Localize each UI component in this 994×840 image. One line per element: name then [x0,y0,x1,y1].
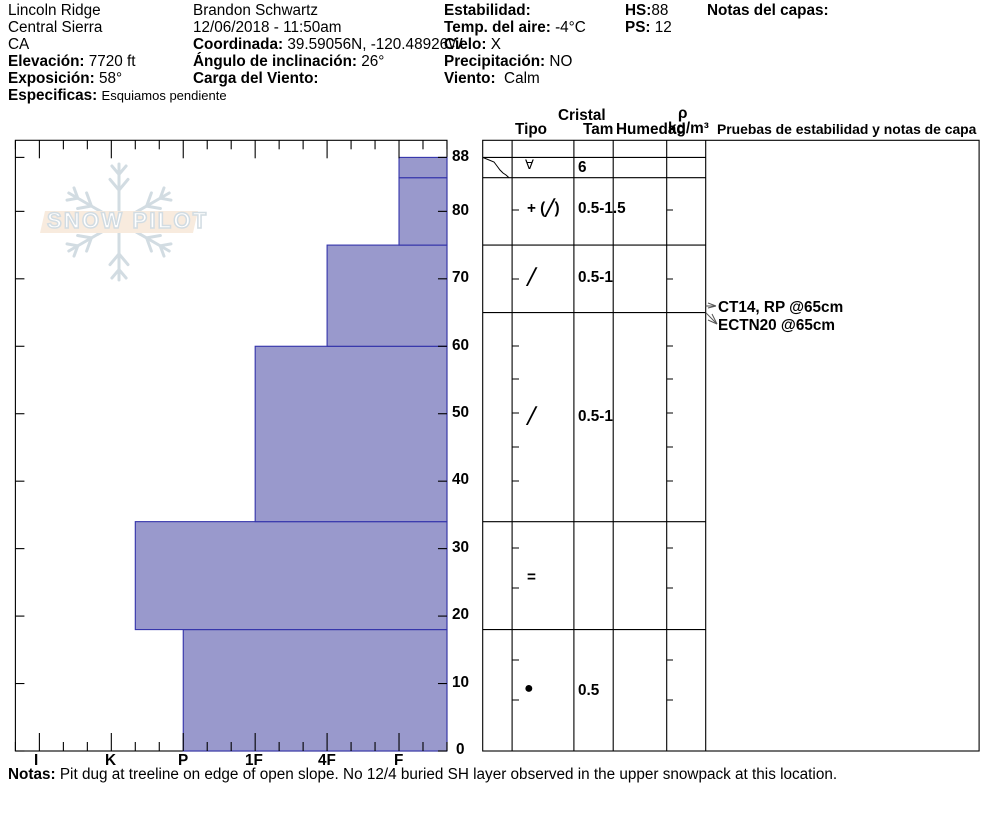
svg-text:SNOW PILOT: SNOW PILOT [47,208,208,233]
